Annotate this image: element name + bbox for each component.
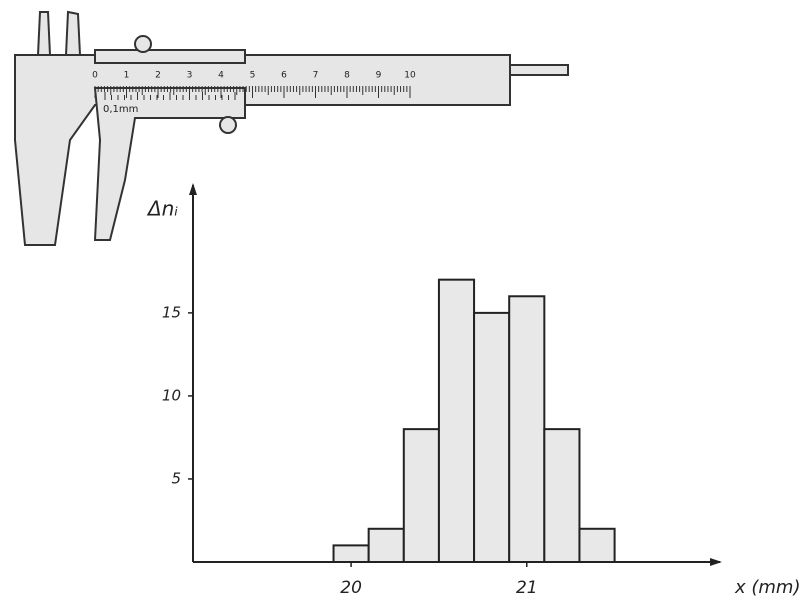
scale-label: 10	[404, 71, 416, 81]
caliper-scale: 0 1 2 3 4 5 6 7 8 9 10	[92, 71, 416, 100]
main-beam	[14, 54, 511, 246]
slider-jaw	[93, 87, 246, 241]
x-tick-label: 21	[516, 578, 538, 598]
lock-screw	[134, 35, 152, 53]
y-tick-label: 5	[171, 469, 181, 487]
bar	[543, 428, 581, 563]
scale-label: 9	[376, 71, 382, 81]
y-axis-label: Δnᵢ	[146, 197, 178, 221]
thumb-wheel	[219, 116, 237, 134]
scale-label: 7	[313, 71, 319, 81]
bar	[402, 428, 440, 563]
bar	[367, 527, 405, 563]
scale-label: 8	[344, 71, 350, 81]
x-tick-label: 20	[340, 578, 362, 598]
scale-label: 1	[124, 71, 130, 81]
scale-label: 2	[155, 71, 161, 81]
scale-label: 6	[281, 71, 287, 81]
bar	[508, 295, 546, 563]
bar	[473, 311, 511, 563]
moving-upper-jaw	[64, 10, 82, 56]
scale-label: 4	[218, 71, 224, 81]
scale-label: 0	[92, 71, 98, 81]
slider-top	[94, 49, 246, 64]
scale-label: 5	[250, 71, 256, 81]
depth-rod	[509, 64, 569, 76]
vernier-label: 0,1mm	[103, 104, 138, 115]
caliper: 0 1 2 3 4 5 6 7 8 9 10 0,1mm	[14, 10, 569, 246]
y-tick-label: 15	[162, 303, 181, 321]
fixed-upper-jaw	[36, 11, 52, 56]
y-axis-arrow	[189, 183, 197, 195]
bar	[437, 278, 476, 563]
scale-label: 3	[187, 71, 193, 81]
y-tick-label: 10	[162, 386, 181, 404]
bar	[578, 527, 616, 563]
x-axis-arrow	[710, 558, 722, 566]
x-axis-label: x (mm)	[734, 577, 801, 598]
bar	[332, 544, 370, 564]
